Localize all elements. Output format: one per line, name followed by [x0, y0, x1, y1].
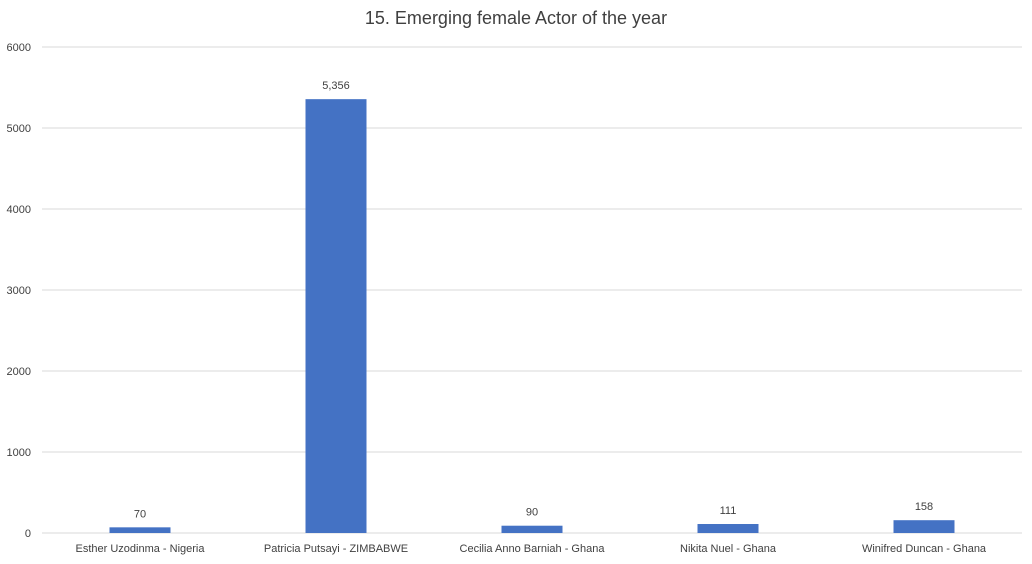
y-axis-ticks: 0 1000 2000 3000 4000 5000 6000: [7, 42, 31, 540]
bars: [109, 99, 955, 533]
y-tick-label-4000: 4000: [7, 204, 31, 216]
data-labels: 70 5,356 90 111 158: [134, 80, 933, 520]
y-tick-label-0: 0: [25, 528, 31, 540]
x-tick-label-1: Patricia Putsayi - ZIMBABWE: [264, 543, 408, 555]
chart-title: 15. Emerging female Actor of the year: [364, 8, 668, 28]
bar-4: [893, 520, 955, 533]
data-label-4: 158: [915, 501, 933, 513]
data-label-2: 90: [526, 507, 538, 519]
y-tick-label-1000: 1000: [7, 447, 31, 459]
x-tick-label-2: Cecilia Anno Barniah - Ghana: [460, 543, 606, 555]
data-label-3: 111: [720, 505, 737, 517]
y-tick-label-5000: 5000: [7, 123, 31, 135]
y-tick-label-3000: 3000: [7, 285, 31, 297]
x-tick-label-3: Nikita Nuel - Ghana: [680, 543, 777, 555]
bar-1: [305, 99, 367, 533]
bar-3: [697, 524, 759, 533]
y-tick-label-2000: 2000: [7, 366, 31, 378]
bar-0: [109, 527, 171, 533]
x-tick-label-4: Winifred Duncan - Ghana: [862, 543, 987, 555]
y-tick-label-6000: 6000: [7, 42, 31, 54]
x-tick-label-0: Esther Uzodinma - Nigeria: [76, 543, 206, 555]
data-label-0: 70: [134, 508, 146, 520]
gridlines: [42, 46, 1022, 534]
data-label-1: 5,356: [322, 80, 350, 92]
bar-2: [501, 525, 563, 533]
x-axis-ticks: Esther Uzodinma - Nigeria Patricia Putsay…: [76, 543, 987, 555]
